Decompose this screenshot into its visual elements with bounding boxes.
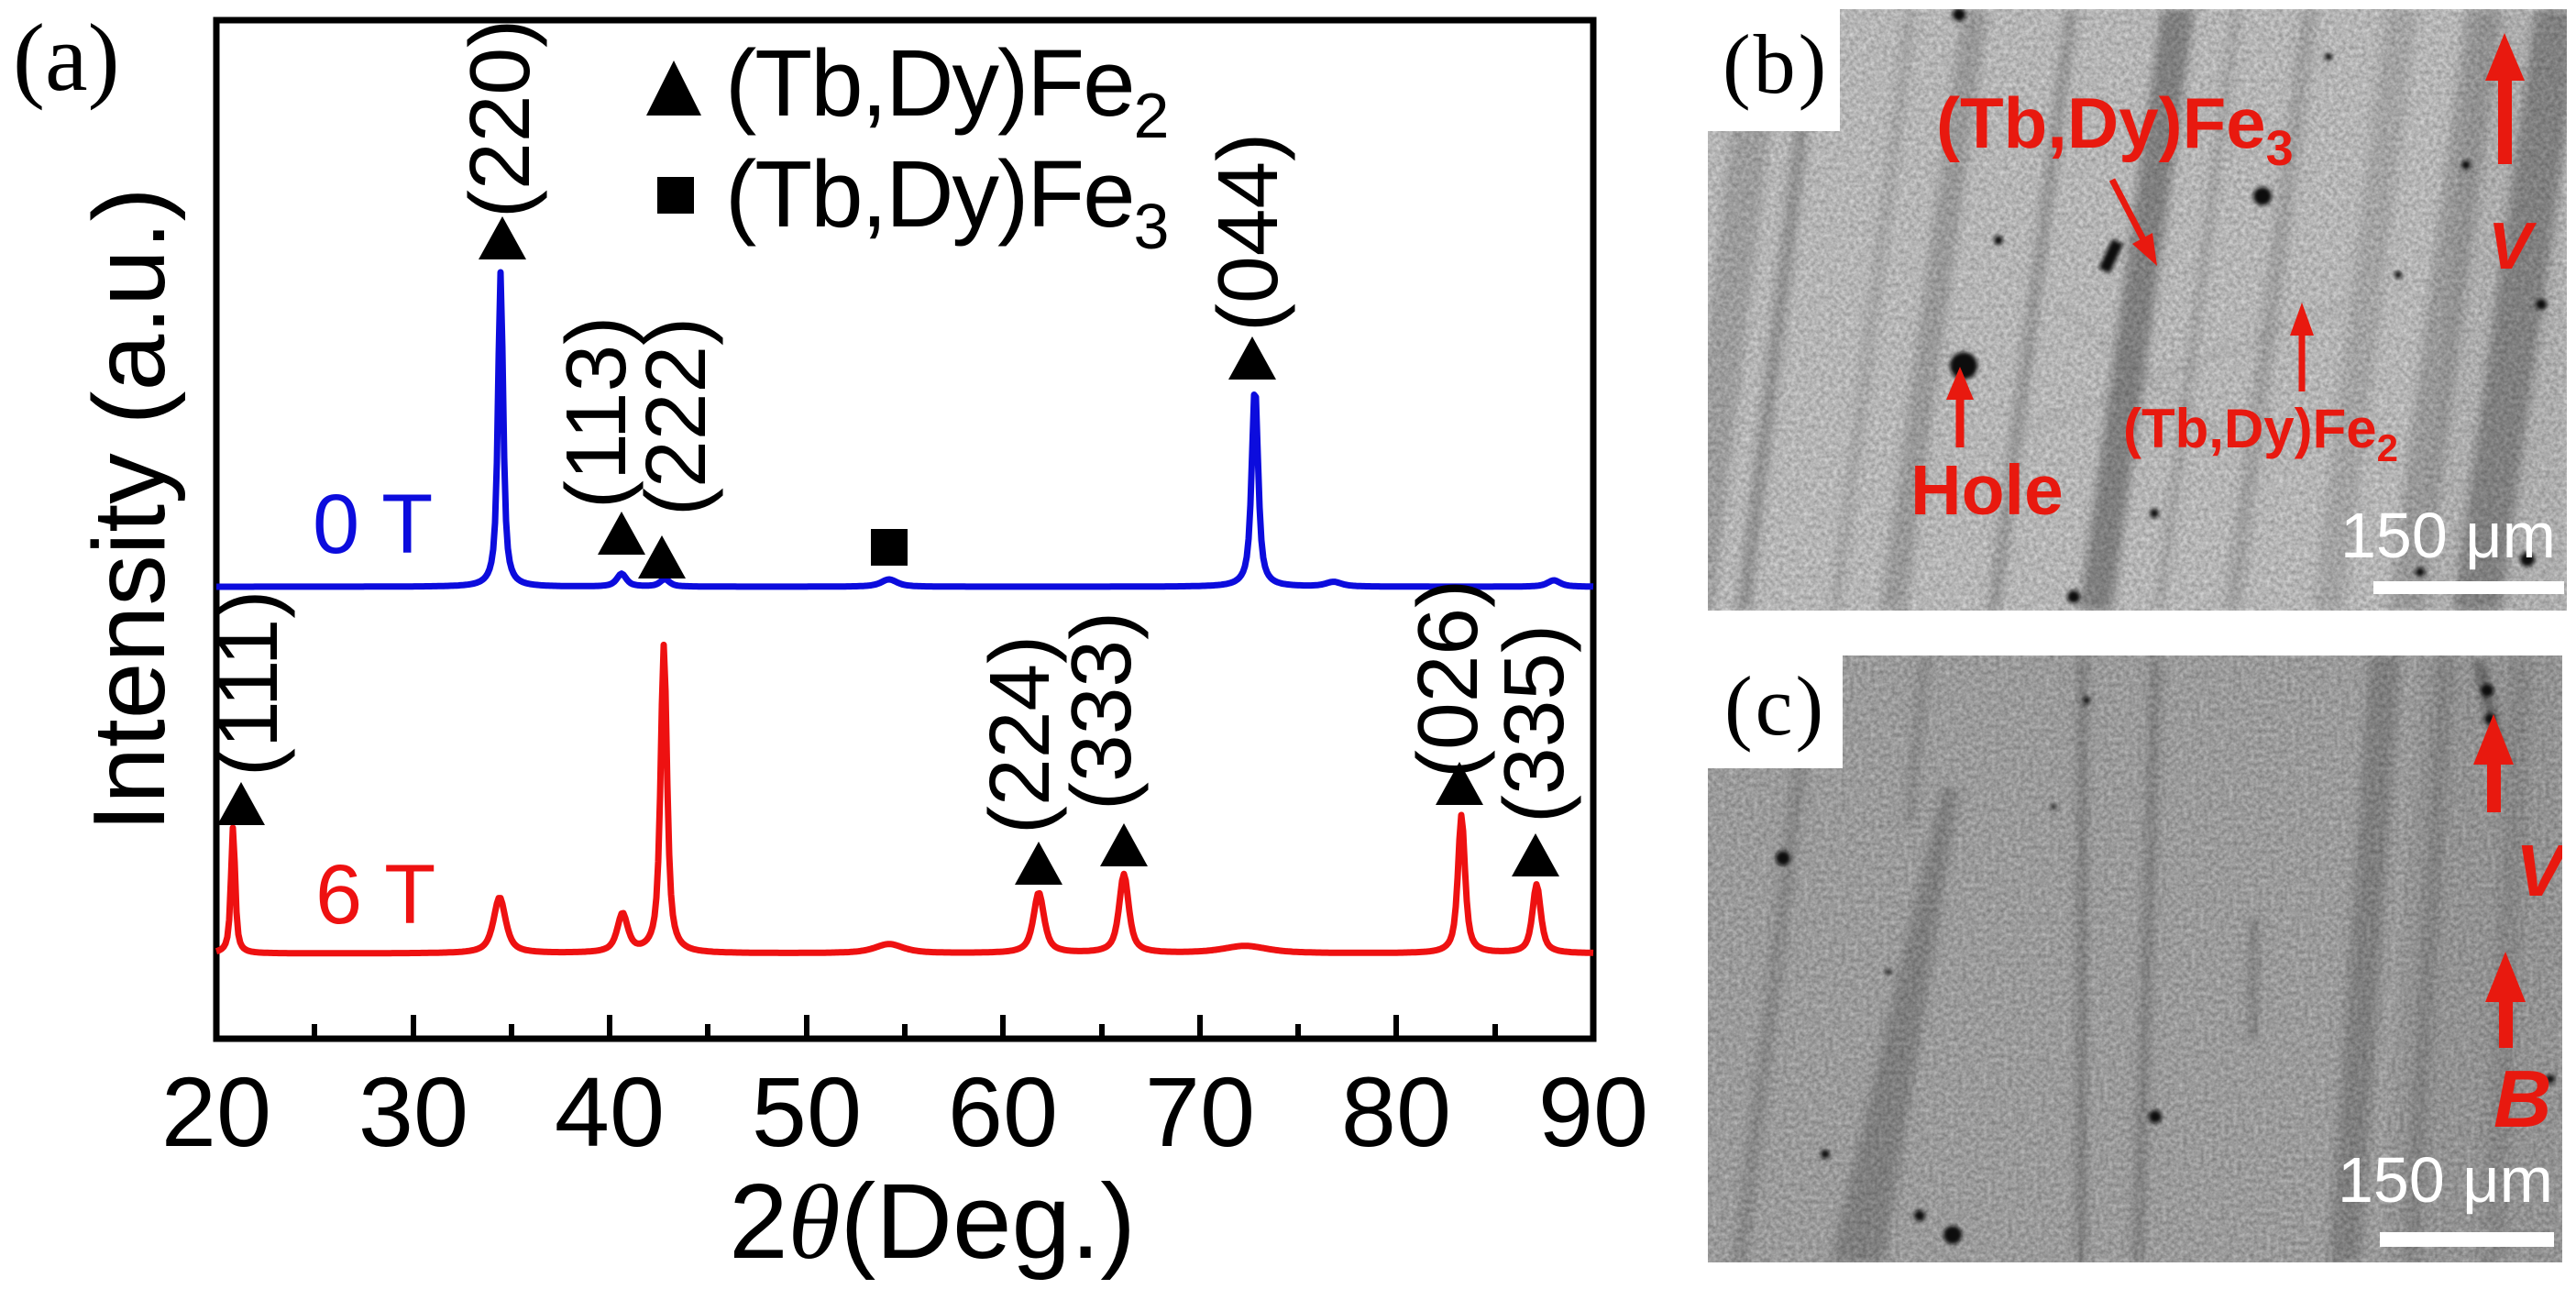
svg-text:40: 40 bbox=[555, 1056, 665, 1167]
svg-text:(b): (b) bbox=[1723, 17, 1829, 111]
svg-text:B: B bbox=[2493, 1053, 2552, 1144]
svg-text:150 μm: 150 μm bbox=[2338, 1144, 2553, 1216]
svg-text:(113): (113) bbox=[548, 316, 644, 509]
svg-text:30: 30 bbox=[358, 1056, 468, 1167]
svg-text:(Tb,Dy)Fe2: (Tb,Dy)Fe2 bbox=[2123, 398, 2398, 469]
svg-text:(Tb,Dy)Fe2: (Tb,Dy)Fe2 bbox=[725, 30, 1167, 151]
svg-text:(044): (044) bbox=[1200, 133, 1295, 332]
svg-text:(335): (335) bbox=[1486, 624, 1581, 823]
svg-text:(026): (026) bbox=[1400, 579, 1495, 778]
svg-text:(a): (a) bbox=[13, 4, 120, 111]
svg-text:(111): (111) bbox=[200, 590, 295, 777]
svg-text:20: 20 bbox=[161, 1056, 271, 1167]
svg-text:90: 90 bbox=[1538, 1056, 1648, 1167]
svg-text:70: 70 bbox=[1145, 1056, 1255, 1167]
svg-text:(333): (333) bbox=[1053, 611, 1149, 810]
svg-text:150 μm: 150 μm bbox=[2340, 500, 2556, 571]
svg-text:(224): (224) bbox=[972, 635, 1067, 834]
svg-text:(Tb,Dy)Fe3: (Tb,Dy)Fe3 bbox=[1936, 83, 2294, 176]
svg-text:80: 80 bbox=[1341, 1056, 1451, 1167]
svg-text:2θ(Deg.): 2θ(Deg.) bbox=[729, 1162, 1136, 1282]
svg-text:(Tb,Dy)Fe3: (Tb,Dy)Fe3 bbox=[725, 141, 1167, 262]
svg-text:0 T: 0 T bbox=[313, 478, 433, 571]
svg-text:60: 60 bbox=[948, 1056, 1058, 1167]
svg-text:(c): (c) bbox=[1724, 659, 1826, 753]
svg-text:(222): (222) bbox=[628, 317, 723, 516]
svg-text:Intensity (a.u.): Intensity (a.u.) bbox=[72, 187, 186, 832]
svg-text:V: V bbox=[2488, 210, 2537, 283]
svg-text:Hole: Hole bbox=[1910, 451, 2064, 530]
svg-text:(220): (220) bbox=[452, 19, 547, 218]
svg-text:V: V bbox=[2515, 830, 2570, 911]
svg-text:50: 50 bbox=[752, 1056, 862, 1167]
svg-text:6 T: 6 T bbox=[315, 848, 435, 942]
